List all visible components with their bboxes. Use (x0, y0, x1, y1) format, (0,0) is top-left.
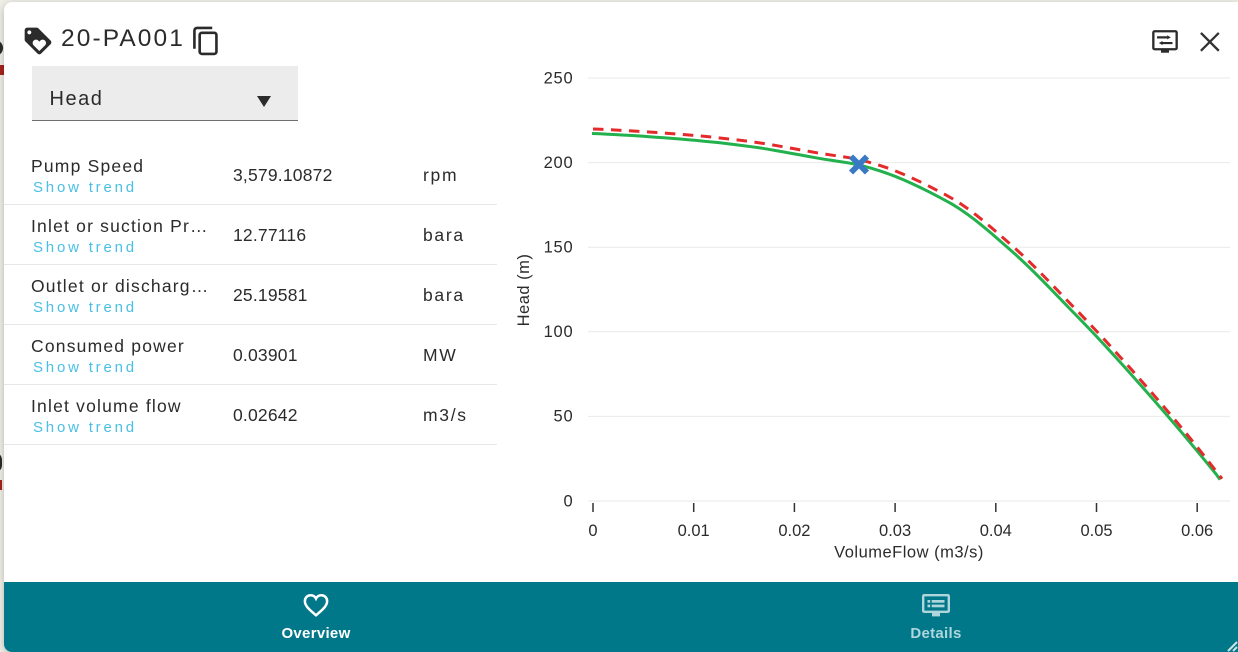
svg-text:250: 250 (544, 70, 574, 88)
svg-text:0.02: 0.02 (778, 522, 810, 540)
svg-text:50: 50 (554, 408, 574, 426)
svg-text:0.04: 0.04 (980, 522, 1012, 540)
svg-text:0: 0 (588, 522, 597, 540)
svg-text:0.06: 0.06 (1181, 522, 1213, 540)
svg-text:0.01: 0.01 (678, 522, 710, 540)
svg-text:0.05: 0.05 (1080, 522, 1112, 540)
svg-text:0.03: 0.03 (879, 522, 911, 540)
svg-text:100: 100 (544, 323, 574, 341)
svg-text:0: 0 (564, 493, 574, 511)
svg-text:200: 200 (544, 154, 574, 172)
svg-text:Head (m): Head (m) (515, 254, 533, 327)
svg-text:VolumeFlow (m3/s): VolumeFlow (m3/s) (834, 544, 984, 562)
svg-text:150: 150 (544, 239, 574, 257)
